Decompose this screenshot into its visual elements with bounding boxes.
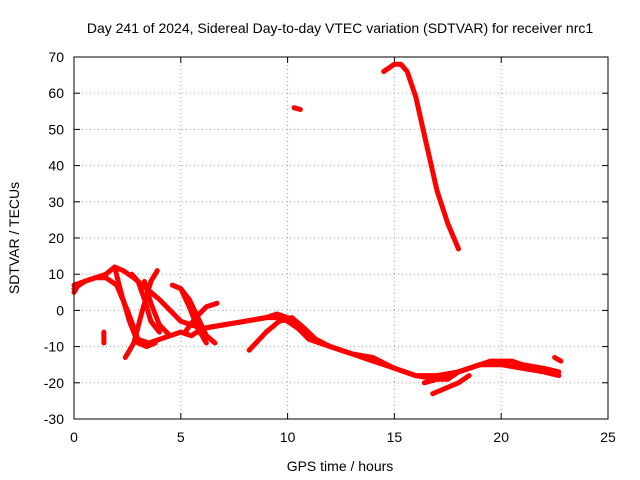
y-tick-label: 20 [48, 230, 64, 246]
x-tick-label: 25 [600, 429, 616, 445]
y-tick-label: 60 [48, 85, 64, 101]
series-trace-4 [122, 268, 160, 360]
y-tick-label: 30 [48, 194, 64, 210]
series-trace-7 [169, 282, 209, 346]
series-trace-6 [142, 278, 173, 339]
y-tick-label: 0 [56, 302, 64, 318]
grid [74, 57, 608, 419]
series-trace-14 [430, 373, 472, 397]
axis-ticks: 0 5 10 15 20 25 -30 -20 -10 0 10 20 30 40 50 60 70 [44, 49, 616, 445]
y-tick-label: -10 [44, 339, 64, 355]
series-trace-16 [71, 282, 81, 295]
series-trace-9 [182, 300, 220, 335]
series-trace-13 [421, 362, 483, 386]
y-tick-label: 50 [48, 121, 64, 137]
series-trace-11 [291, 105, 303, 112]
plot-frame [73, 56, 609, 420]
x-tick-label: 15 [387, 429, 403, 445]
y-tick-label: 70 [48, 49, 64, 65]
y-axis-label: SDTVAR / TECUs [6, 182, 22, 294]
x-axis-label: GPS time / hours [287, 458, 394, 474]
x-tick-label: 20 [493, 429, 509, 445]
y-tick-label: -30 [44, 411, 64, 427]
y-tick-label: 10 [48, 266, 64, 282]
series-trace-10 [246, 315, 323, 353]
x-tick-label: 10 [280, 429, 296, 445]
series-trace-12 [381, 61, 461, 252]
y-tick-label: -20 [44, 375, 64, 391]
y-tick-label: 40 [48, 158, 64, 174]
x-tick-label: 5 [177, 429, 185, 445]
series-trace-3 [112, 264, 158, 350]
chart-title: Day 241 of 2024, Sidereal Day-to-day VTE… [87, 20, 593, 36]
x-tick-label: 0 [70, 429, 78, 445]
series-trace-5 [129, 271, 162, 335]
data-series [71, 61, 564, 397]
series-trace-15 [552, 355, 564, 364]
